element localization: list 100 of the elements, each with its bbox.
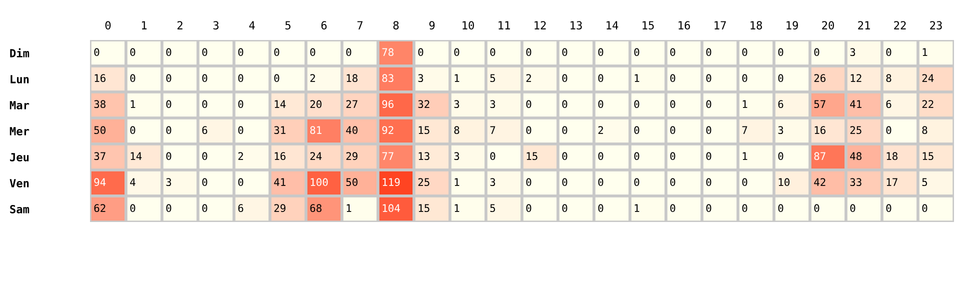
data-label: 22 bbox=[922, 100, 934, 108]
data-label: 0 bbox=[562, 152, 568, 160]
data-label: 2 bbox=[526, 74, 531, 82]
data-label: 0 bbox=[706, 74, 712, 82]
data-label: 0 bbox=[130, 204, 136, 212]
data-label: 0 bbox=[922, 204, 928, 212]
x-tick-label: 6 bbox=[321, 21, 327, 30]
data-label: 0 bbox=[778, 74, 784, 82]
x-tick-label: 1 bbox=[142, 21, 147, 30]
data-label: 15 bbox=[922, 152, 934, 160]
data-label: 16 bbox=[814, 126, 826, 134]
data-label: 0 bbox=[238, 178, 244, 186]
data-label: 0 bbox=[238, 74, 244, 82]
data-label: 15 bbox=[526, 152, 538, 160]
data-label: 0 bbox=[238, 100, 244, 108]
data-label: 3 bbox=[778, 126, 784, 134]
data-label: 6 bbox=[886, 100, 892, 108]
data-label: 0 bbox=[202, 74, 208, 82]
data-label: 42 bbox=[814, 178, 826, 186]
data-label: 0 bbox=[778, 48, 784, 56]
data-label: 0 bbox=[166, 48, 172, 56]
data-label: 0 bbox=[238, 48, 244, 56]
data-label: 0 bbox=[634, 48, 640, 56]
data-label: 0 bbox=[274, 74, 280, 82]
data-label: 6 bbox=[778, 100, 784, 108]
data-label: 14 bbox=[130, 152, 142, 160]
data-label: 0 bbox=[706, 100, 712, 108]
data-label: 0 bbox=[886, 126, 892, 134]
data-label: 0 bbox=[130, 48, 136, 56]
data-label: 68 bbox=[310, 204, 322, 212]
data-label: 0 bbox=[526, 48, 532, 56]
data-label: 0 bbox=[202, 152, 208, 160]
data-label: 0 bbox=[526, 126, 532, 134]
data-label: 0 bbox=[310, 48, 316, 56]
data-label: 0 bbox=[742, 74, 748, 82]
data-label: 0 bbox=[166, 152, 172, 160]
x-tick-label: 15 bbox=[642, 21, 654, 30]
data-label: 1 bbox=[346, 204, 352, 212]
data-label: 48 bbox=[850, 152, 862, 160]
data-label: 0 bbox=[598, 100, 604, 108]
data-label: 0 bbox=[454, 48, 460, 56]
data-label: 16 bbox=[274, 152, 286, 160]
data-label: 41 bbox=[274, 178, 286, 186]
x-tick-label: 13 bbox=[570, 21, 582, 30]
data-label: 41 bbox=[850, 100, 862, 108]
data-label: 62 bbox=[94, 204, 106, 212]
data-label: 0 bbox=[598, 204, 604, 212]
data-label: 1 bbox=[454, 204, 460, 212]
data-label: 100 bbox=[310, 178, 328, 186]
data-label: 27 bbox=[346, 100, 358, 108]
data-label: 0 bbox=[562, 100, 568, 108]
data-label: 0 bbox=[202, 48, 208, 56]
data-label: 17 bbox=[886, 178, 898, 186]
x-tick-label: 17 bbox=[714, 21, 726, 30]
data-label: 0 bbox=[202, 100, 208, 108]
data-label: 3 bbox=[490, 178, 496, 186]
data-label: 0 bbox=[706, 178, 712, 186]
data-label: 6 bbox=[238, 204, 244, 212]
x-tick-label: 8 bbox=[393, 21, 399, 30]
data-label: 0 bbox=[562, 74, 568, 82]
x-tick-label: 22 bbox=[894, 21, 906, 30]
data-label: 0 bbox=[706, 48, 712, 56]
data-label: 119 bbox=[382, 178, 400, 186]
data-label: 3 bbox=[454, 100, 460, 108]
data-label: 0 bbox=[670, 152, 676, 160]
data-label: 0 bbox=[598, 48, 604, 56]
data-label: 0 bbox=[670, 48, 676, 56]
data-label: 0 bbox=[562, 48, 568, 56]
x-tick-label: 14 bbox=[606, 21, 618, 30]
data-label: 13 bbox=[418, 152, 430, 160]
data-label: 0 bbox=[274, 48, 280, 56]
data-label: 0 bbox=[850, 204, 856, 212]
data-label: 0 bbox=[526, 100, 532, 108]
data-label: 0 bbox=[742, 48, 748, 56]
data-label: 0 bbox=[166, 204, 172, 212]
data-label: 33 bbox=[850, 178, 862, 186]
data-label: 4 bbox=[130, 178, 136, 186]
data-label: 31 bbox=[274, 126, 286, 134]
data-label: 0 bbox=[634, 100, 640, 108]
data-label: 87 bbox=[814, 152, 826, 160]
data-label: 14 bbox=[274, 100, 286, 108]
data-label: 1 bbox=[130, 100, 136, 108]
data-label: 0 bbox=[742, 178, 748, 186]
x-tick-label: 4 bbox=[249, 21, 255, 30]
x-tick-label: 9 bbox=[429, 21, 435, 30]
data-label: 0 bbox=[670, 126, 676, 134]
y-tick-label: Mer bbox=[10, 127, 30, 136]
data-label: 0 bbox=[130, 126, 136, 134]
data-label: 3 bbox=[850, 48, 856, 56]
data-label: 5 bbox=[490, 74, 496, 82]
data-label: 29 bbox=[346, 152, 358, 160]
data-label: 94 bbox=[94, 178, 106, 186]
y-tick-label: Lun bbox=[10, 75, 29, 84]
data-label: 25 bbox=[850, 126, 862, 134]
data-label: 0 bbox=[634, 126, 640, 134]
data-label: 0 bbox=[166, 100, 172, 108]
data-label: 0 bbox=[346, 48, 352, 56]
data-label: 1 bbox=[454, 74, 460, 82]
x-tick-label: 16 bbox=[678, 21, 690, 30]
data-label: 92 bbox=[382, 126, 394, 134]
